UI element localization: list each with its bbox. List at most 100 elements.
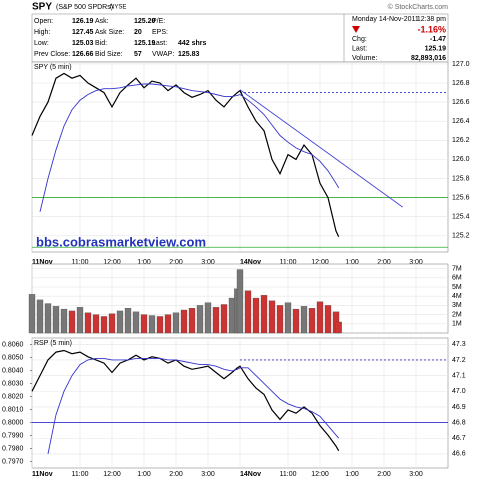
volume-bar xyxy=(268,300,276,334)
quote-label: VWAP: xyxy=(152,51,174,58)
volume-bar xyxy=(28,294,36,334)
volume-bar xyxy=(164,314,172,334)
down-arrow xyxy=(352,26,360,33)
series-line xyxy=(47,357,340,454)
volume-bar xyxy=(276,305,284,334)
volume-bar xyxy=(204,302,212,334)
quote-value: 57 xyxy=(134,51,142,58)
y-tick-label: 0.8030 xyxy=(2,380,24,387)
volume-bar xyxy=(324,305,332,334)
x-tick-label: 3:00 xyxy=(201,259,215,266)
y-tick-label: 126.2 xyxy=(452,137,470,144)
volume-bar xyxy=(140,314,148,334)
volume-bar xyxy=(220,304,228,334)
y2-tick-label: 46.8 xyxy=(452,419,466,426)
volume-bar xyxy=(36,299,44,334)
volume-bar xyxy=(284,302,292,334)
y2-tick-label: 47.0 xyxy=(452,388,466,395)
x-tick-label: 11:00 xyxy=(280,471,297,478)
x-tick-label: 11:00 xyxy=(72,259,89,266)
y-tick-label: 5M xyxy=(452,284,462,291)
y-tick-label: 126.8 xyxy=(452,80,470,87)
symbol-name: (S&P 500 SPDRs) xyxy=(56,4,113,11)
y-tick-label: 125.4 xyxy=(452,214,470,221)
volume-bar xyxy=(292,308,300,334)
quote-value: 125.03 xyxy=(72,40,94,47)
quote-value: 20 xyxy=(134,29,142,36)
volume-bar xyxy=(68,310,76,334)
x-tick-label: 1:00 xyxy=(137,259,151,266)
panel-title: SPY (5 min) xyxy=(34,64,72,71)
x-tick-label: 11:00 xyxy=(72,471,89,478)
date: Monday 14-Nov-2011 xyxy=(352,16,419,23)
volume-bar xyxy=(108,313,116,334)
quote-value: 125.83 xyxy=(178,51,200,58)
y-tick-label: 0.8040 xyxy=(2,367,24,374)
volume-bar xyxy=(260,295,268,334)
panel-title: RSP (5 min) xyxy=(34,340,72,347)
y2-tick-label: 46.7 xyxy=(452,435,466,442)
y2-tick-label: 47.2 xyxy=(452,357,466,364)
volume-bar xyxy=(60,308,68,334)
x-tick-label: 14Nov xyxy=(240,259,261,266)
y-tick-label: 0.7970 xyxy=(2,458,24,465)
summary: Chg: -1.47 Last: 125.19 Volume: 82,893,016 xyxy=(352,36,446,62)
y2-tick-label: 47.1 xyxy=(452,372,466,379)
watermark: bbs.cobrasmarketview.com xyxy=(36,234,206,249)
volume-bar xyxy=(244,290,252,334)
volume-bar xyxy=(44,303,52,334)
x-tick-label: 11Nov xyxy=(32,259,53,266)
y2-tick-label: 46.6 xyxy=(452,451,466,458)
volume-bar xyxy=(212,307,220,334)
x-tick-label: 3:00 xyxy=(409,259,423,266)
x-tick-label: 1:00 xyxy=(345,259,359,266)
x-tick-label: 11Nov xyxy=(32,471,53,478)
series-line xyxy=(31,349,340,452)
volume-bar xyxy=(52,306,60,334)
quote-value: 126.66 xyxy=(72,51,94,58)
volume-bar xyxy=(180,309,188,334)
change-pct: -1.16% xyxy=(417,24,446,34)
exchange: NYSE xyxy=(110,5,126,11)
quote-label: Bid: xyxy=(95,40,107,47)
volume-bar xyxy=(76,307,84,334)
quote-value: 126.19 xyxy=(72,18,94,25)
quote-value: 125.19 xyxy=(134,40,156,47)
volume-bar xyxy=(156,316,164,334)
x-tick-label: 14Nov xyxy=(240,471,261,478)
quote-label: Low: xyxy=(34,40,49,47)
volume-bar xyxy=(335,321,342,334)
y-tick-label: 7M xyxy=(452,265,462,272)
x-tick-label: 1:00 xyxy=(345,471,359,478)
quote-label: High: xyxy=(34,29,50,36)
x-tick-label: 3:00 xyxy=(409,471,423,478)
y-tick-label: 126.4 xyxy=(452,118,470,125)
y-tick-label: 125.8 xyxy=(452,175,470,182)
summary-value: 82,893,016 xyxy=(411,55,446,62)
volume-bar xyxy=(300,306,308,334)
volume-bar xyxy=(252,297,260,334)
volume-bar xyxy=(228,297,236,334)
quote-label: Open: xyxy=(34,18,53,25)
y-tick-label: 1M xyxy=(452,321,462,328)
x-tick-label: 1:00 xyxy=(137,471,151,478)
volume-bar xyxy=(124,308,132,334)
trend-line xyxy=(239,89,403,208)
quote-table: Open: 126.19 Ask: 125.20P/E: High: 127.45 Ask … xyxy=(34,18,207,58)
y-tick-label: 126.6 xyxy=(452,99,470,106)
y2-tick-label: 47.3 xyxy=(452,341,466,348)
y-tick-label: 2M xyxy=(452,311,462,318)
y-tick-label: 0.8060 xyxy=(2,341,24,348)
quote-label: Bid Size: xyxy=(95,51,123,58)
volume-bar xyxy=(100,316,108,334)
y-tick-label: 0.7990 xyxy=(2,432,24,439)
y-tick-label: 0.8000 xyxy=(2,419,24,426)
time: 12:38 pm xyxy=(417,16,446,23)
x-tick-label: 12:00 xyxy=(103,259,121,266)
summary-label: Chg: xyxy=(352,36,367,43)
volume-bar xyxy=(116,310,124,334)
x-tick-label: 2:00 xyxy=(169,471,183,478)
y-tick-label: 126.0 xyxy=(452,156,470,163)
y-tick-label: 0.8050 xyxy=(2,354,24,361)
